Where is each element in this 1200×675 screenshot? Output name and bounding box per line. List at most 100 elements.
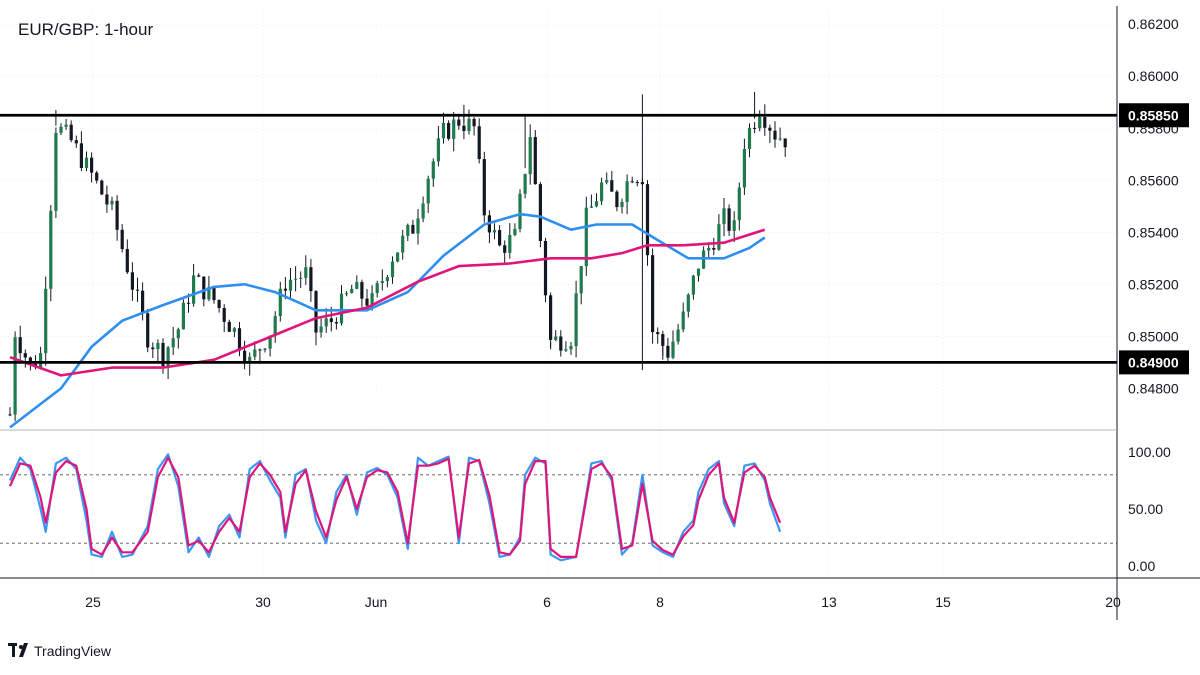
time-tick-label: 20 <box>1105 594 1121 610</box>
candle-body <box>151 347 155 350</box>
candle-body <box>171 338 175 348</box>
candle-body <box>696 268 701 276</box>
price-tick-label: 0.86200 <box>1128 16 1179 32</box>
candle-body <box>64 124 68 127</box>
level-label: 0.84900 <box>1128 354 1179 370</box>
candle-body <box>676 329 680 342</box>
candle-body <box>74 140 78 144</box>
candle-body <box>691 275 695 295</box>
candle-body <box>758 117 762 129</box>
candle-body <box>406 224 410 236</box>
price-tick-label: 0.85600 <box>1128 172 1179 188</box>
time-tick-label: 8 <box>656 594 664 610</box>
candle-body <box>727 208 731 231</box>
candle-body <box>543 240 548 296</box>
candle-body <box>49 210 53 289</box>
candle-body <box>656 332 660 335</box>
candle-body <box>538 184 542 241</box>
candle-body <box>390 261 395 278</box>
candle-body <box>39 353 43 368</box>
candle-body <box>79 143 83 169</box>
candle-body <box>28 357 32 364</box>
moving-average-slow <box>9 228 766 377</box>
candle-body <box>605 180 609 183</box>
oscillator-tick-label: 100.00 <box>1128 444 1171 460</box>
candle-body <box>59 126 63 133</box>
oscillator-pane[interactable] <box>0 430 1117 578</box>
candle-body <box>84 157 89 169</box>
candle-body <box>482 159 486 216</box>
candle-body <box>630 181 634 183</box>
candle-body <box>375 283 379 293</box>
candle-body <box>232 328 236 332</box>
candle-body <box>732 220 736 231</box>
candle-body <box>248 356 252 364</box>
candle-body <box>600 182 604 202</box>
candle-body <box>365 298 369 306</box>
candle-body <box>125 249 129 273</box>
candle-body <box>589 206 593 208</box>
tradingview-logo[interactable]: TradingView <box>8 643 112 659</box>
candle-body <box>273 316 277 336</box>
candle-body <box>778 138 782 140</box>
oscillator-tick-label: 0.00 <box>1128 558 1155 574</box>
candle-body <box>202 276 206 300</box>
candle-body <box>533 137 537 185</box>
candle-body <box>115 200 119 230</box>
time-axis[interactable]: 25 30 Jun 6 8 13 15 20 <box>85 594 1121 610</box>
candle-body <box>717 224 721 250</box>
candle-body <box>278 288 282 317</box>
candle-body <box>345 293 349 295</box>
candle-body <box>8 414 12 416</box>
candle-body <box>554 336 558 340</box>
candle-body <box>492 230 497 233</box>
candle-body <box>90 157 94 173</box>
candle-body <box>13 337 17 415</box>
candle-body <box>666 345 670 358</box>
candle-body <box>135 289 140 291</box>
candle-body <box>339 293 344 324</box>
price-axis[interactable]: 0.862000.860000.858000.856000.854000.852… <box>1128 16 1179 396</box>
candle-body <box>763 117 767 128</box>
candle-body <box>523 174 527 194</box>
candle-body <box>503 245 507 253</box>
candle-body <box>258 349 262 351</box>
candle-body <box>421 203 425 219</box>
oscillator-axis[interactable]: 100.00 50.00 0.00 <box>1128 444 1171 574</box>
candle-body <box>380 281 384 284</box>
candle-body <box>95 172 99 181</box>
candle-body <box>207 286 211 300</box>
candle-body <box>227 321 231 332</box>
price-pane[interactable] <box>0 6 1117 430</box>
tradingview-logo-icon <box>8 643 28 657</box>
time-tick-label: Jun <box>365 594 388 610</box>
stochastic-d-line <box>8 456 782 558</box>
candle-body <box>452 119 456 139</box>
candle-body <box>69 124 73 141</box>
candle-body <box>518 193 522 229</box>
candle-body <box>120 229 124 250</box>
candle-body <box>584 207 588 267</box>
candle-body <box>18 337 22 354</box>
candle-body <box>350 288 354 294</box>
candle-body <box>498 230 502 246</box>
candle-body <box>436 138 440 162</box>
candle-body <box>334 322 338 324</box>
candle-body <box>783 138 787 148</box>
candle-body <box>294 278 298 280</box>
candle-body <box>243 350 247 364</box>
candle-body <box>130 272 134 290</box>
candle-body <box>559 336 563 351</box>
candle-body <box>161 342 165 367</box>
candle-body <box>370 292 374 306</box>
candle-body <box>237 328 242 351</box>
candle-body <box>105 194 109 205</box>
candle-body <box>574 293 578 346</box>
candle-body <box>176 329 180 339</box>
candle-body <box>146 313 150 348</box>
candle-body <box>44 288 48 354</box>
time-tick-label: 13 <box>821 594 837 610</box>
candle-body <box>268 335 272 349</box>
candle-body <box>610 180 614 192</box>
